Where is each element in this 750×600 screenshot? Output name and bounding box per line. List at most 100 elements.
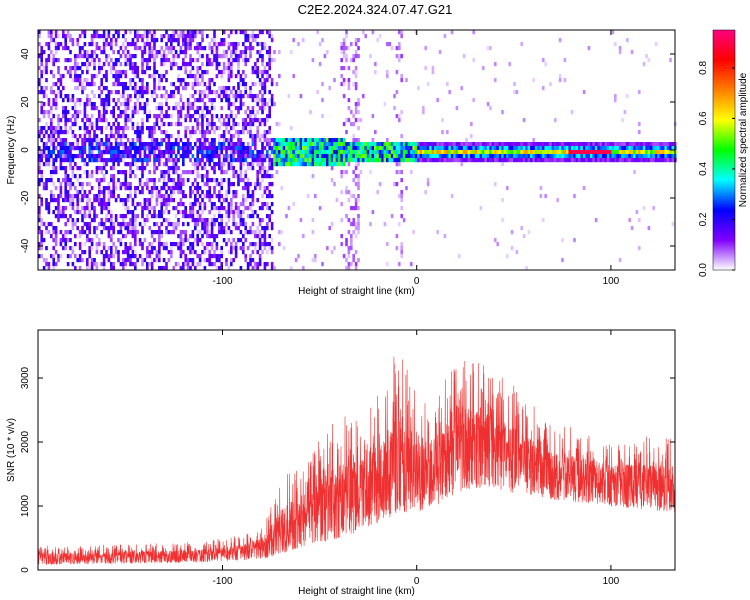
- heatmap-cell: [239, 154, 243, 159]
- heatmap-cell: [218, 258, 221, 263]
- heatmap-cell: [102, 42, 106, 47]
- heatmap-cell: [177, 262, 180, 267]
- heatmap-cell: [102, 30, 106, 35]
- heatmap-cell: [81, 86, 84, 91]
- heatmap-cell: [436, 230, 439, 235]
- heatmap-cell: [172, 182, 175, 187]
- heatmap-cell: [520, 146, 523, 151]
- heatmap-cell: [110, 158, 113, 163]
- heatmap-cell: [162, 138, 166, 143]
- heatmap-cell: [93, 134, 96, 139]
- heatmap-cell: [323, 142, 327, 147]
- heatmap-cell: [100, 98, 103, 103]
- heatmap-cell: [184, 254, 187, 259]
- heatmap-cell: [230, 30, 233, 35]
- heatmap-cell: [100, 138, 103, 143]
- heatmap-cell: [167, 170, 171, 175]
- heatmap-cell: [38, 218, 41, 223]
- heatmap-cell: [261, 70, 264, 75]
- heatmap-cell: [448, 90, 451, 95]
- heatmap-cell: [489, 46, 492, 51]
- heatmap-cell: [40, 106, 43, 111]
- heatmap-cell: [95, 178, 99, 183]
- heatmap-cell: [630, 158, 634, 163]
- heatmap-cell: [230, 202, 233, 207]
- heatmap-cell: [614, 98, 617, 103]
- heatmap-cell: [635, 150, 639, 155]
- heatmap-cell: [290, 142, 293, 147]
- heatmap-cell: [330, 178, 334, 183]
- heatmap-cell: [62, 158, 65, 163]
- heatmap-cell: [470, 154, 473, 159]
- heatmap-cell: [189, 194, 192, 199]
- heatmap-cell: [160, 58, 163, 63]
- heatmap-cell: [234, 30, 238, 35]
- heatmap-cell: [45, 258, 48, 263]
- heatmap-cell: [206, 170, 209, 175]
- heatmap-cell: [218, 194, 221, 199]
- heatmap-cell: [340, 234, 343, 239]
- heatmap-cell: [74, 58, 77, 63]
- heatmap-cell: [275, 170, 279, 175]
- heatmap-cell: [90, 78, 94, 83]
- heatmap-cell: [98, 190, 101, 195]
- heatmap-cell: [71, 122, 75, 127]
- heatmap-cell: [136, 70, 139, 75]
- heatmap-cell: [669, 154, 672, 159]
- heatmap-cell: [134, 254, 137, 259]
- heatmap-cell: [222, 154, 226, 159]
- heatmap-cell: [333, 78, 336, 83]
- heatmap-cell: [527, 142, 531, 147]
- heatmap-cell: [122, 258, 125, 263]
- heatmap-cell: [174, 242, 178, 247]
- heatmap-cell: [194, 162, 197, 167]
- heatmap-cell: [609, 142, 612, 147]
- heatmap-cell: [400, 170, 403, 175]
- heatmap-cell: [647, 146, 651, 151]
- heatmap-cell: [134, 206, 137, 211]
- heatmap-cell: [563, 78, 567, 83]
- heatmap-cell: [42, 154, 46, 159]
- heatmap-cell: [318, 150, 322, 155]
- heatmap-cell: [112, 74, 115, 79]
- heatmap-cell: [50, 254, 53, 259]
- heatmap-cell: [318, 146, 322, 151]
- heatmap-cell: [206, 150, 209, 155]
- heatmap-cell: [273, 102, 276, 107]
- heatmap-cell: [539, 154, 543, 159]
- heatmap-cell: [131, 142, 135, 147]
- heatmap-cell: [261, 162, 264, 167]
- heatmap-cell: [153, 70, 156, 75]
- heatmap-cell: [446, 130, 449, 135]
- heatmap-cell: [189, 186, 192, 191]
- heatmap-cell: [237, 134, 240, 139]
- heatmap-cell: [62, 106, 65, 111]
- heatmap-cell: [100, 114, 103, 119]
- heatmap-cell: [177, 86, 180, 91]
- heatmap-cell: [201, 110, 204, 115]
- heatmap-cell: [131, 198, 135, 203]
- heatmap-cell: [635, 154, 639, 159]
- heatmap-cell: [244, 90, 247, 95]
- heatmap-cell: [575, 142, 579, 147]
- heatmap-cell: [124, 154, 127, 159]
- heatmap-cell: [189, 102, 192, 107]
- heatmap-cell: [527, 230, 531, 235]
- heatmap-cell: [179, 186, 183, 191]
- heatmap-cell: [40, 58, 43, 63]
- heatmap-cell: [38, 78, 41, 83]
- heatmap-cell: [98, 114, 101, 119]
- heatmap-cell: [311, 218, 315, 223]
- heatmap-cell: [508, 146, 511, 151]
- heatmap-cell: [518, 150, 521, 155]
- heatmap-cell: [410, 142, 413, 147]
- heatmap-cell: [232, 126, 235, 131]
- heatmap-cell: [165, 70, 168, 75]
- heatmap-cell: [54, 42, 58, 47]
- heatmap-cell: [136, 214, 139, 219]
- heatmap-cell: [292, 158, 295, 163]
- heatmap-cell: [218, 154, 221, 159]
- heatmap-cell: [71, 218, 75, 223]
- heatmap-x-tick-label: 0: [414, 276, 420, 287]
- heatmap-cell: [472, 158, 475, 163]
